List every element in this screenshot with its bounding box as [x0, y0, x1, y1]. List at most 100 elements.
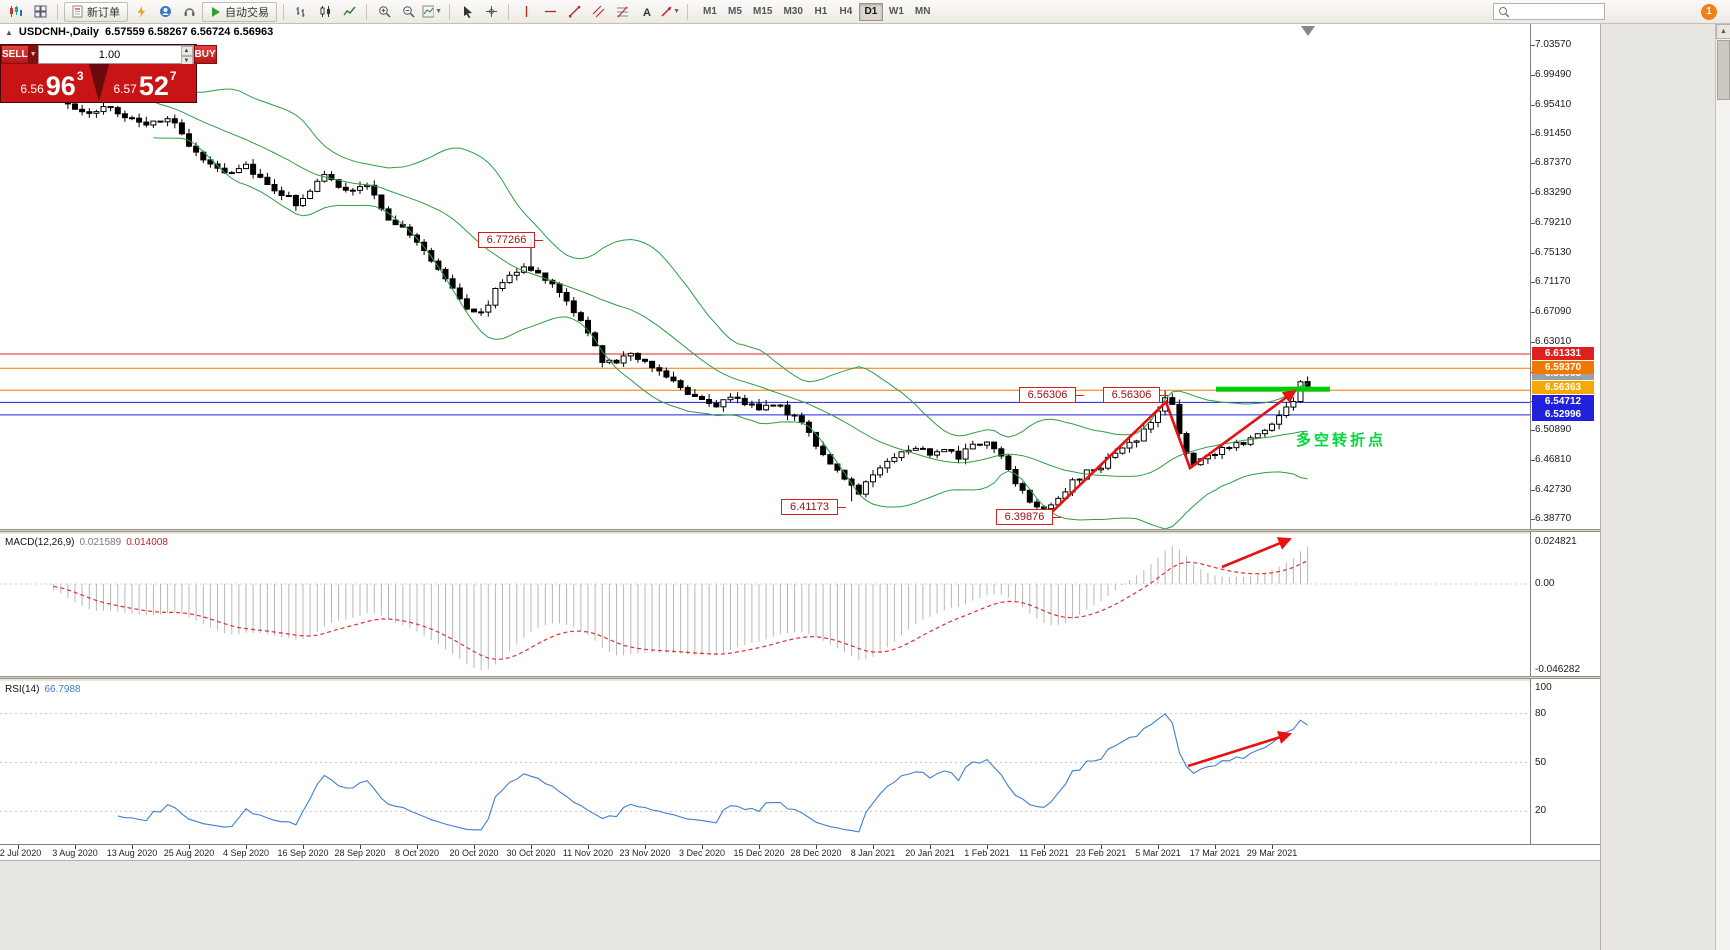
cursor-button[interactable] [456, 2, 478, 22]
time-axis-tick [1101, 845, 1102, 849]
axis-tick [1531, 518, 1535, 520]
date-label: 15 Dec 2020 [733, 848, 785, 858]
line-chart-button[interactable] [338, 2, 360, 22]
buy-quote[interactable]: 6.57 52 7 [98, 64, 196, 102]
timeframe-w1[interactable]: W1 [888, 6, 904, 17]
chart-window-button[interactable] [5, 2, 27, 22]
bar-chart-button[interactable] [290, 2, 312, 22]
price-annotation[interactable]: 6.41173 [781, 499, 846, 515]
pane-separator[interactable] [0, 676, 1600, 679]
price-annotation[interactable]: 6.56306 [1103, 387, 1168, 403]
volume-input[interactable] [38, 46, 181, 63]
text-tool-button[interactable]: A [635, 2, 657, 22]
dropdown-caret: ▼ [435, 8, 442, 15]
axis-label: 6.95410 [1535, 98, 1572, 110]
scrollbar-thumb[interactable] [1717, 40, 1730, 100]
price-annotation[interactable]: 6.56306 [1019, 387, 1084, 403]
new-order-icon [72, 5, 83, 18]
sell-button[interactable]: SELL [1, 45, 29, 64]
text-tool-icon: A [643, 7, 651, 18]
separator [508, 3, 509, 20]
zoom-in-button[interactable] [373, 2, 395, 22]
timeframe-h1[interactable]: H1 [814, 6, 828, 17]
time-axis-tick [417, 845, 418, 849]
axis-label: 50 [1535, 756, 1547, 768]
price-line-label: 6.52996 [1532, 407, 1594, 421]
support-button[interactable] [178, 2, 200, 22]
crosshair-button[interactable] [480, 2, 502, 22]
timeframe-h4[interactable]: H4 [839, 6, 853, 17]
vertical-line-button[interactable] [515, 2, 537, 22]
timeframe-mn[interactable]: MN [914, 6, 931, 17]
notification-badge[interactable]: 1 [1701, 3, 1717, 20]
axis-tick [1531, 341, 1535, 343]
panel-collapse-icon[interactable]: ▲ [5, 27, 13, 37]
chart-shift-marker[interactable] [1301, 26, 1315, 36]
chart-title: ▲ USDCNH-,Daily 6.57559 6.58267 6.56724 … [5, 26, 273, 38]
price-annotation[interactable]: 6.77266 [478, 232, 543, 248]
crosshair-icon [485, 6, 497, 17]
pane-separator[interactable] [0, 529, 1600, 532]
indicators-button[interactable]: ▼ [421, 2, 443, 22]
time-axis-tick [816, 845, 817, 849]
sell-price-point: 3 [76, 69, 84, 83]
buy-price-point: 7 [169, 69, 177, 83]
volume-dropdown[interactable]: ▼ [28, 45, 38, 64]
annotation-tick [534, 240, 543, 241]
axis-tick [1531, 104, 1535, 106]
timeframe-m15[interactable]: M15 [753, 6, 773, 17]
axis-label: 6.42730 [1535, 484, 1572, 496]
chevron-down-icon: ▼ [29, 51, 37, 58]
new-order-button[interactable]: 新订单 [64, 1, 128, 22]
channel-button[interactable] [587, 2, 609, 22]
annotation-tick [1159, 395, 1168, 396]
sell-price-main: 6.56 [20, 82, 44, 96]
cursor-icon [463, 6, 472, 18]
line-chart-icon [342, 6, 356, 16]
trend-arrow[interactable] [1221, 537, 1292, 569]
autotrade-label: 自动交易 [225, 6, 269, 19]
vertical-scrollbar[interactable]: ▲ [1715, 24, 1730, 950]
trend-arrow[interactable] [1187, 730, 1292, 768]
candlestick-button[interactable] [314, 2, 336, 22]
axis-label: 80 [1535, 707, 1547, 719]
scroll-up-button[interactable]: ▲ [1716, 24, 1730, 39]
fibonacci-button[interactable] [611, 2, 633, 22]
horizontal-line-icon [544, 10, 556, 13]
macd-pane[interactable] [0, 534, 1530, 676]
timeframe-m30[interactable]: M30 [783, 6, 803, 17]
date-label: 3 Aug 2020 [52, 848, 98, 858]
timeframe-d1[interactable]: D1 [858, 2, 883, 21]
autotrade-button[interactable]: 自动交易 [202, 1, 277, 22]
community-button[interactable] [154, 2, 176, 22]
green-resistance-bar[interactable] [1216, 386, 1330, 392]
price-pane[interactable] [0, 24, 1530, 529]
volume-stepper[interactable]: ▲ ▼ [180, 46, 193, 66]
trend-arrow[interactable] [1051, 389, 1297, 513]
bar-chart-icon [296, 7, 304, 17]
indicators-icon [422, 5, 435, 18]
timeframe-m5[interactable]: M5 [728, 6, 742, 17]
time-axis[interactable]: 22 Jul 2020 3 Aug 2020 13 Aug 2020 25 Aug 2… [0, 844, 1600, 860]
arrows-tool-button[interactable]: ▼ [659, 2, 681, 22]
signals-button[interactable] [130, 2, 152, 22]
zoom-out-button[interactable] [397, 2, 419, 22]
horizontal-line-button[interactable] [539, 2, 561, 22]
timeframe-m1[interactable]: M1 [703, 6, 717, 17]
date-label: 4 Sep 2020 [222, 848, 270, 858]
tile-windows-button[interactable] [29, 2, 51, 22]
search-input[interactable] [1512, 5, 1600, 18]
buy-button[interactable]: BUY [193, 45, 217, 64]
buy-price-main: 6.57 [113, 82, 137, 96]
price-annotation[interactable]: 6.39876 [996, 509, 1061, 525]
date-label: 11 Feb 2021 [1019, 848, 1069, 858]
zoom-in-icon [378, 6, 391, 18]
trendline-button[interactable] [563, 2, 585, 22]
price-axis[interactable]: 7.03570 6.99490 6.95410 6.91450 6.87370 6.832… [1530, 24, 1600, 860]
axis-tick [1531, 490, 1535, 492]
chart-canvas[interactable] [0, 24, 1600, 860]
sell-quote[interactable]: 6.56 96 3 [1, 64, 99, 102]
axis-label: 6.83290 [1535, 187, 1572, 199]
chart-ohlc: 6.57559 6.58267 6.56724 6.56963 [105, 26, 274, 38]
turning-point-label[interactable]: 多空转折点 [1296, 432, 1387, 449]
